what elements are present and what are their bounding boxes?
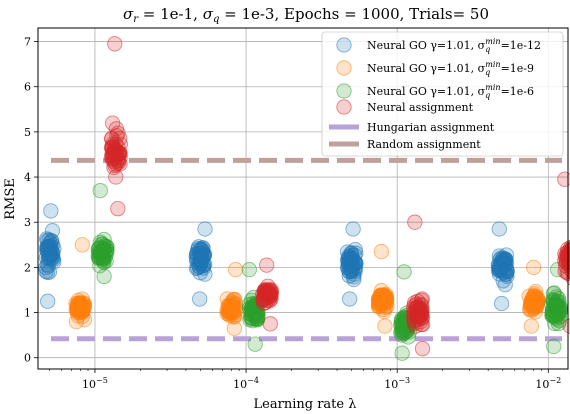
data-point [414, 341, 431, 357]
data-point [345, 221, 361, 237]
data-point [545, 293, 561, 309]
data-point [525, 259, 542, 276]
y-tick-label: 5 [24, 126, 31, 139]
data-point [548, 310, 564, 326]
legend-box [321, 31, 564, 157]
legend-marker [336, 99, 352, 115]
data-point [263, 284, 280, 300]
legend-label: Random assignment [367, 138, 481, 151]
data-point [394, 345, 410, 361]
data-point [111, 152, 127, 169]
data-point [521, 288, 537, 304]
data-point [38, 250, 54, 266]
data-point [373, 243, 389, 260]
series-1 [68, 237, 546, 337]
data-point [191, 258, 208, 275]
data-point [192, 291, 208, 307]
data-point [529, 297, 545, 313]
legend: Neural GO γ=1.01, σqmin=1e-12 Neural GO γ… [321, 31, 564, 157]
data-point [227, 261, 244, 278]
legend-marker [336, 83, 352, 99]
data-point [43, 203, 59, 219]
data-point [259, 257, 275, 273]
y-tick-label: 2 [24, 261, 31, 274]
x-tick-label: 10−3 [384, 376, 410, 391]
legend-label: Hungarian assignment [367, 121, 495, 134]
data-point [90, 244, 107, 261]
data-point [244, 310, 260, 326]
data-point [342, 250, 358, 267]
data-point [262, 316, 278, 332]
data-point [223, 304, 239, 320]
data-point [247, 336, 263, 352]
data-point [406, 313, 423, 329]
data-point [375, 293, 391, 309]
y-tick-label: 7 [24, 36, 31, 49]
y-tick-label: 3 [24, 216, 31, 229]
data-point [394, 327, 410, 343]
data-point [491, 221, 507, 237]
axis-ticks: 10−5 10−4 10−3 10−2 0 1 2 3 4 5 6 7 [24, 36, 561, 391]
x-axis-label: Learning rate λ [254, 397, 357, 412]
data-point [498, 260, 514, 277]
y-axis-label: RMSE [3, 178, 18, 220]
data-point [559, 249, 570, 266]
data-point [347, 259, 364, 276]
y-tick-label: 4 [24, 171, 31, 184]
data-point [249, 304, 266, 321]
legend-label: Neural GO γ=1.01, σqmin=1e-9 [367, 60, 534, 77]
legend-marker [336, 37, 352, 53]
data-point [493, 295, 510, 312]
data-point [557, 171, 570, 187]
chart-title: σr = 1e-1, σq = 1e-3, Epochs = 1000, Tri… [123, 5, 489, 25]
data-point [108, 136, 124, 152]
x-tick-label: 10−5 [82, 376, 108, 391]
legend-marker [336, 60, 352, 76]
legend-label: Neural assignment [367, 101, 474, 114]
x-tick-label: 10−2 [535, 376, 561, 391]
data-point [107, 36, 123, 52]
y-tick-label: 0 [24, 352, 31, 365]
y-tick-label: 6 [24, 81, 31, 94]
data-point [110, 201, 126, 217]
data-point [396, 264, 412, 280]
series-3 [103, 36, 570, 357]
data-point [226, 309, 242, 325]
data-point [44, 223, 61, 239]
data-points [38, 36, 570, 361]
data-point [108, 169, 124, 185]
data-point [546, 338, 562, 355]
data-point [225, 292, 241, 308]
data-point [190, 240, 206, 257]
legend-label: Neural GO γ=1.01, σqmin=1e-6 [367, 83, 534, 100]
data-point [105, 152, 121, 168]
data-point [523, 318, 540, 334]
data-point [346, 254, 363, 270]
legend-label: Neural GO γ=1.01, σqmin=1e-12 [367, 37, 541, 54]
data-point [40, 293, 56, 309]
data-point [98, 245, 115, 261]
data-point [74, 237, 91, 253]
x-tick-label: 10−4 [233, 376, 259, 391]
data-point [407, 214, 423, 230]
data-point [241, 261, 257, 278]
y-tick-label: 1 [24, 307, 31, 320]
data-point [92, 182, 108, 199]
data-point [549, 293, 566, 309]
data-point [378, 289, 394, 305]
data-point [109, 128, 125, 144]
data-point [70, 292, 87, 309]
data-point [197, 221, 213, 237]
plot-frame [37, 27, 569, 370]
data-point [564, 241, 570, 257]
data-point [394, 322, 410, 339]
reference-lines [51, 157, 562, 342]
series-0 [38, 203, 515, 312]
data-point [377, 318, 393, 334]
data-point [491, 248, 508, 264]
data-point [342, 291, 358, 307]
data-point [414, 300, 430, 317]
